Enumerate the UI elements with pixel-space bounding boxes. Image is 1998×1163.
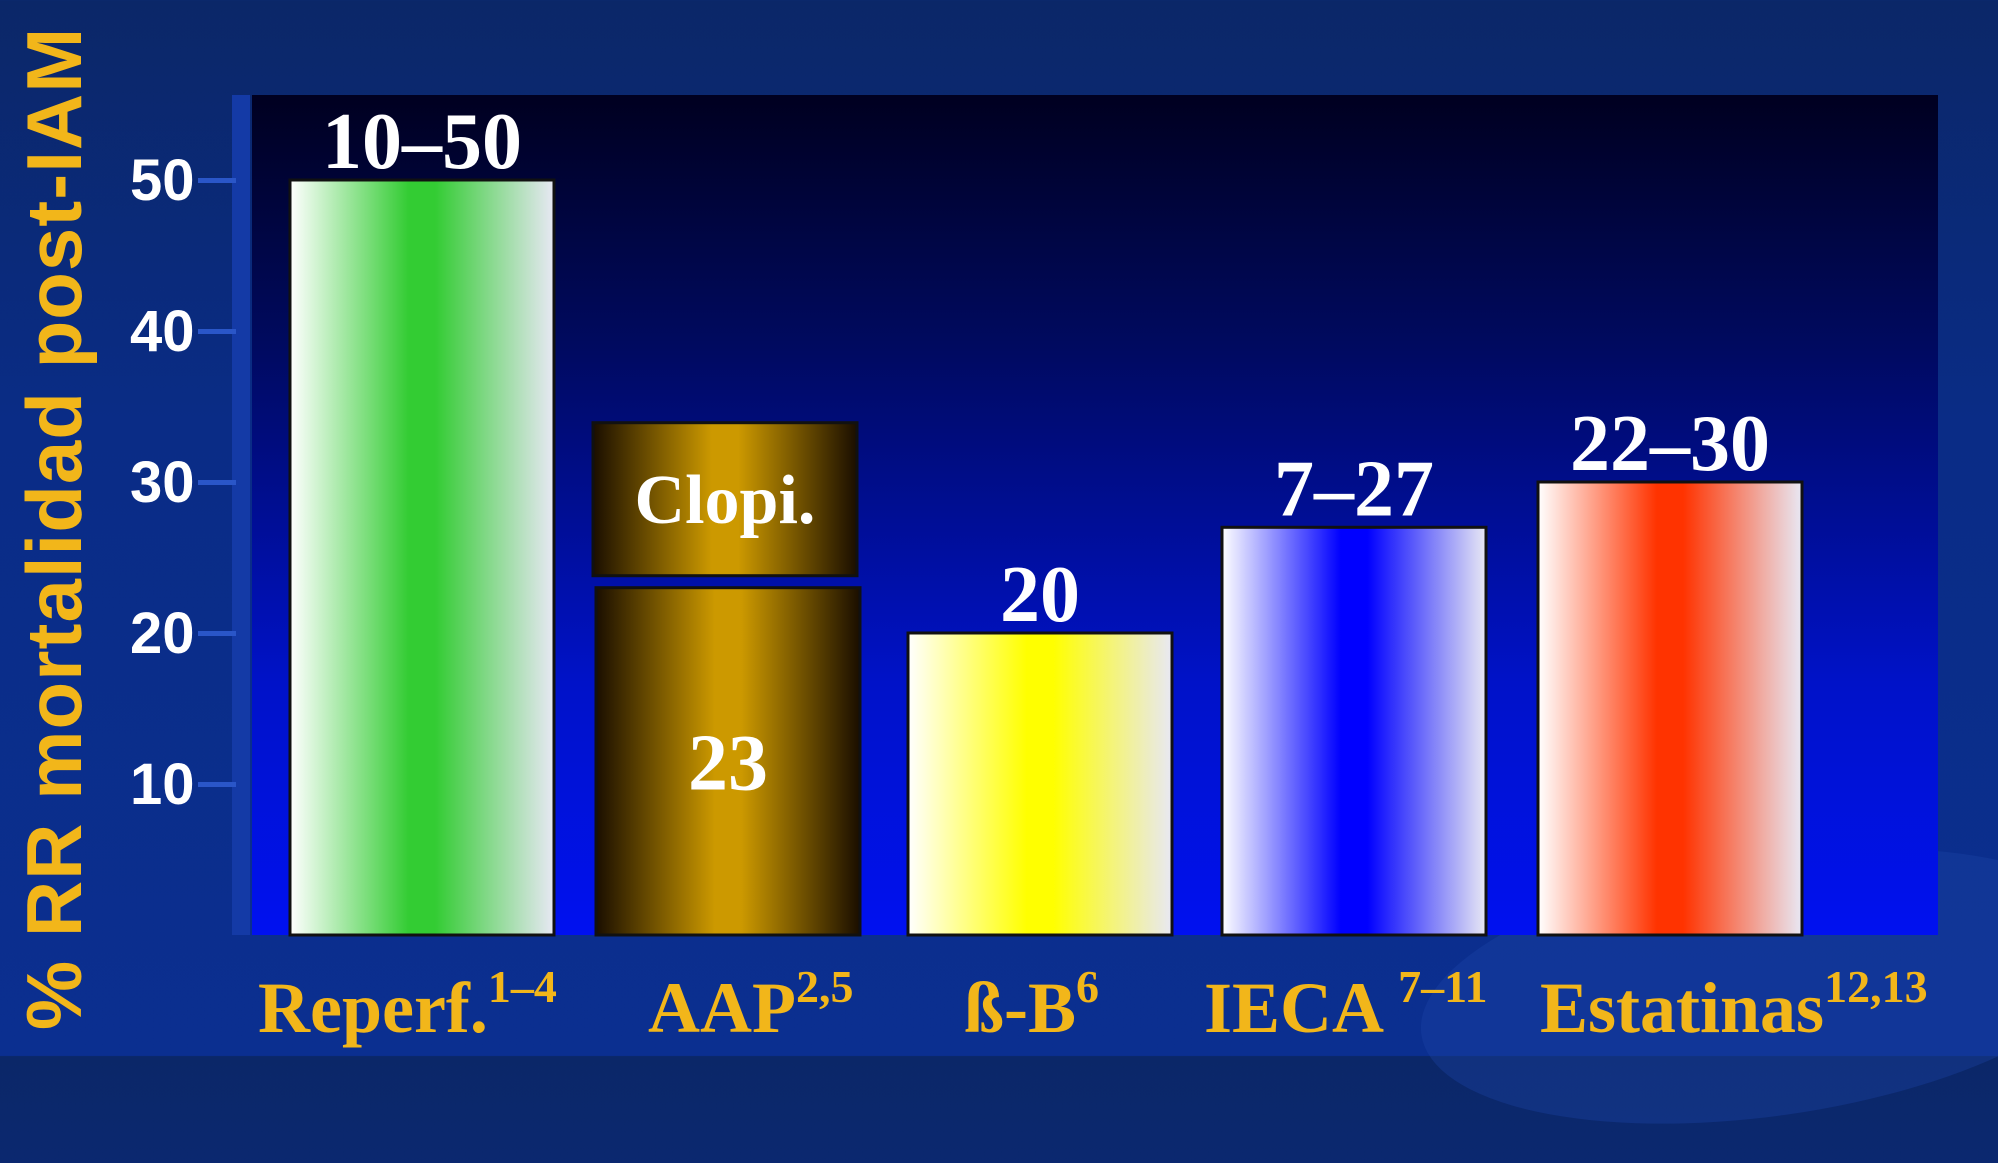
bar-value-label: 7–27 [1274, 445, 1434, 533]
y-ticks: 10 20 30 40 50 [130, 148, 236, 817]
stack-label: Clopi. [635, 462, 816, 539]
y-tick-mark [198, 782, 236, 787]
bar-value-labels: 10–50 Clopi. 23 20 7–27 22–30 [322, 98, 1770, 807]
bar-value-label: 20 [1000, 551, 1080, 639]
y-tick-label: 10 [130, 752, 195, 817]
y-tick-mark [198, 178, 236, 183]
bar-1 [594, 586, 862, 937]
y-tick-mark [198, 329, 236, 334]
bar-chart: 10 20 30 40 50 10–50 Clopi. 23 20 7–27 22–30 [130, 98, 1804, 937]
bars [288, 178, 1804, 937]
y-tick-label: 30 [130, 450, 195, 515]
category-reference: 1–4 [487, 961, 557, 1012]
category-reference: 6 [1076, 961, 1100, 1012]
y-tick-label: 50 [130, 148, 195, 213]
category-name: Reperf. [258, 968, 488, 1048]
bar-stack-clopi [591, 421, 859, 578]
category-label: Estatinas12,13 [1540, 960, 1928, 1050]
bar-0 [288, 178, 556, 937]
y-tick-mark [198, 480, 236, 485]
bar-value-label: 10–50 [322, 98, 522, 186]
category-reference: 12,13 [1824, 961, 1928, 1012]
category-label: AAP2,5 [648, 960, 853, 1050]
category-reference: 7–11 [1398, 961, 1488, 1012]
bar-2 [906, 631, 1174, 937]
category-label: ß-B6 [964, 960, 1099, 1050]
bar-value-label: 22–30 [1570, 400, 1770, 488]
category-name: Estatinas [1540, 968, 1825, 1048]
category-name: IECA [1204, 968, 1399, 1048]
y-tick-label: 40 [130, 299, 195, 364]
y-axis-line [232, 95, 250, 935]
bar-4 [1536, 480, 1804, 937]
category-reference: 2,5 [795, 961, 854, 1012]
bar-3 [1220, 525, 1488, 937]
y-tick-mark [198, 631, 236, 636]
category-label: IECA 7–11 [1204, 960, 1488, 1050]
category-name: AAP [648, 968, 796, 1048]
bar-value-label: 23 [688, 719, 768, 807]
category-name: ß-B [964, 968, 1077, 1048]
category-label: Reperf.1–4 [258, 960, 557, 1050]
y-tick-label: 20 [130, 601, 195, 666]
